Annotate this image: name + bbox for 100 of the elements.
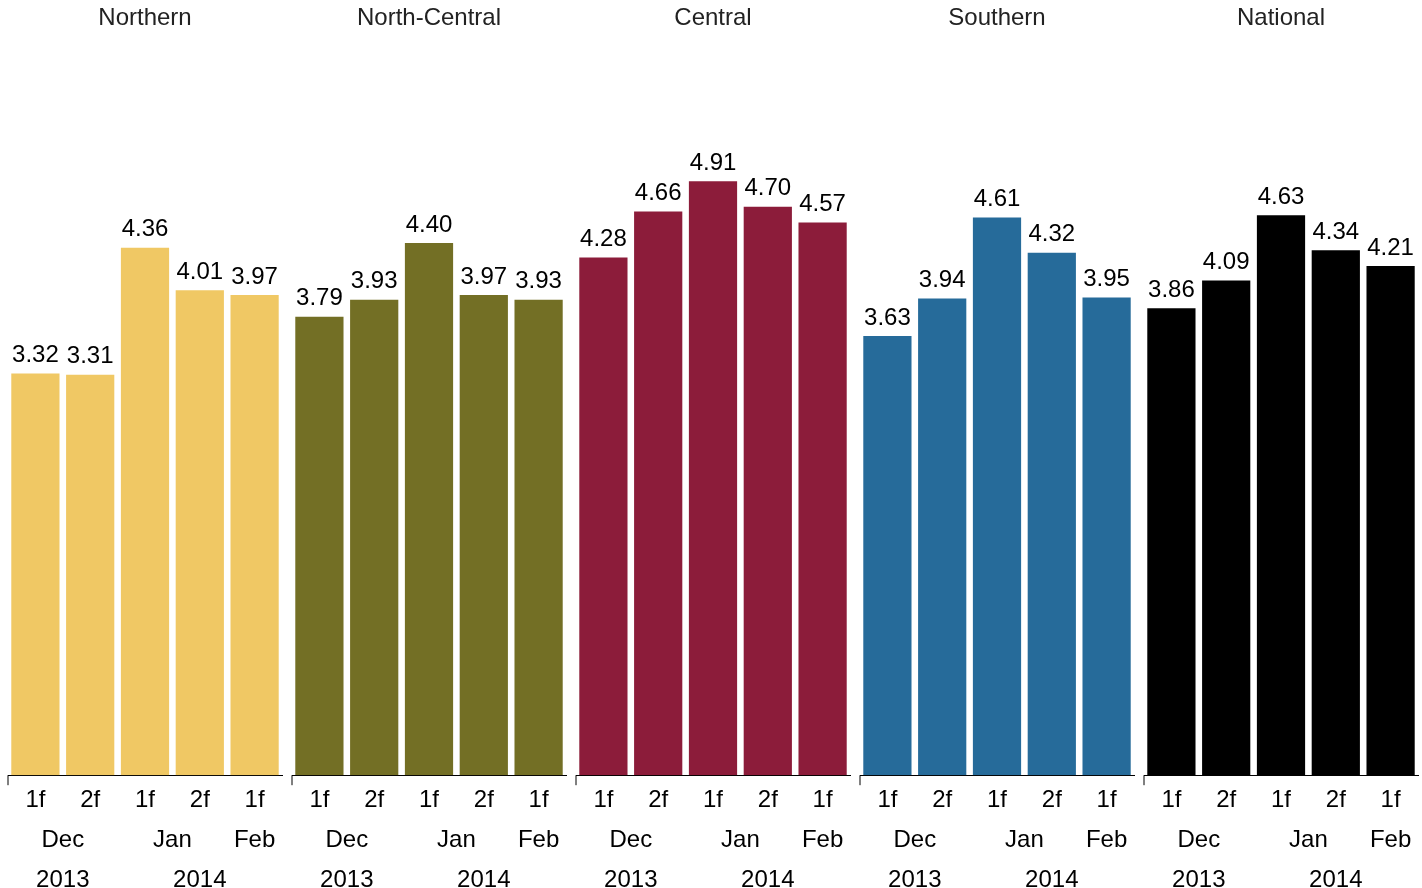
x-tick-label: 1f	[309, 785, 330, 813]
x-tick-label: 2f	[1216, 785, 1237, 813]
text: Feb	[1085, 824, 1128, 852]
text: Jan	[1289, 824, 1328, 852]
data-label: 4.09	[1202, 247, 1250, 275]
data-label: 3.95	[1083, 264, 1130, 292]
bar	[120, 247, 170, 776]
bar	[230, 294, 279, 776]
x-tick-label: 2f	[364, 785, 385, 813]
text: Feb	[801, 824, 844, 852]
data-label: 3.86	[1148, 274, 1195, 302]
text: 2014	[173, 864, 227, 888]
x-tick-label: 2f	[1325, 785, 1347, 813]
data-label: 4.32	[1028, 219, 1076, 247]
x-tick-label: 1f	[986, 785, 1008, 813]
x-tick-label: 1f	[244, 785, 265, 813]
text: Dec	[893, 824, 937, 852]
x-tick-label: 1f	[1161, 785, 1182, 813]
x-tick-label: 1f	[1270, 785, 1292, 813]
text: Dec	[41, 824, 85, 852]
text: 2014	[741, 864, 795, 888]
x-tick-label: 1f	[877, 785, 898, 813]
x-tick-label: 2f	[757, 785, 779, 813]
text: 2014	[457, 864, 511, 888]
data-label: 4.21	[1367, 232, 1414, 260]
x-tick-label: 2f	[932, 785, 953, 813]
bar	[634, 211, 683, 776]
bar	[66, 374, 115, 776]
bar	[1082, 297, 1131, 776]
chart-title: National	[1236, 3, 1326, 31]
bar	[1027, 252, 1076, 776]
bar	[863, 336, 912, 776]
bar	[404, 242, 454, 776]
x-tick-label: 1f	[25, 785, 46, 813]
data-label: 3.63	[864, 302, 911, 330]
data-label: 3.79	[296, 283, 343, 311]
bar	[918, 298, 967, 776]
x-tick-label: 1f	[418, 785, 440, 813]
x-tick-label: 1f	[702, 785, 724, 813]
chart-title: North-Central	[356, 3, 502, 31]
text: 2014	[1309, 864, 1363, 888]
data-label: 4.57	[799, 189, 846, 217]
data-label: 3.94	[918, 265, 966, 293]
data-label: 4.91	[689, 147, 737, 175]
bar	[350, 299, 399, 776]
bar	[514, 299, 563, 776]
x-tick-label: 2f	[189, 785, 211, 813]
data-label: 3.97	[231, 261, 278, 289]
bar	[798, 222, 847, 776]
text: 2013	[1172, 864, 1226, 888]
text: Dec	[1177, 824, 1221, 852]
x-tick-label: 1f	[134, 785, 156, 813]
x-tick-label: 2f	[80, 785, 101, 813]
x-tick-label: 1f	[593, 785, 614, 813]
bar	[11, 373, 60, 776]
data-label: 4.66	[634, 178, 682, 206]
data-label: 4.01	[176, 256, 224, 284]
text: Feb	[517, 824, 560, 852]
data-label: 3.93	[350, 266, 398, 294]
data-label: 3.93	[515, 266, 562, 294]
data-label: 3.31	[66, 341, 114, 369]
data-label: 4.61	[973, 184, 1021, 212]
data-label: 4.36	[121, 214, 169, 242]
x-tick-label: 2f	[648, 785, 669, 813]
x-tick-label: 1f	[1096, 785, 1117, 813]
data-label: 4.70	[744, 173, 792, 201]
text: Dec	[609, 824, 653, 852]
data-label: 4.63	[1257, 181, 1305, 209]
x-tick-label: 1f	[528, 785, 549, 813]
x-tick-label: 2f	[1041, 785, 1063, 813]
text: 2013	[604, 864, 658, 888]
x-tick-label: 1f	[812, 785, 833, 813]
x-tick-label: 2f	[473, 785, 495, 813]
data-label: 3.97	[460, 261, 508, 289]
text: Feb	[1369, 824, 1412, 852]
data-label: 4.28	[580, 224, 627, 252]
text: Feb	[233, 824, 276, 852]
data-label: 3.32	[12, 340, 59, 368]
x-tick-label: 1f	[1380, 785, 1401, 813]
bar	[579, 257, 628, 776]
text: Jan	[721, 824, 760, 852]
text: Jan	[1005, 824, 1044, 852]
chart-title: Northern	[98, 3, 192, 31]
text: Dec	[325, 824, 369, 852]
bar	[743, 206, 792, 776]
chart-title: Southern	[948, 3, 1046, 31]
bar	[295, 316, 344, 776]
text: 2013	[36, 864, 90, 888]
text: Jan	[437, 824, 476, 852]
text: 2013	[320, 864, 374, 888]
text: 2014	[1025, 864, 1079, 888]
text: 2013	[888, 864, 942, 888]
bar	[972, 217, 1022, 776]
data-label: 4.34	[1312, 216, 1360, 244]
bar	[175, 290, 224, 776]
data-label: 4.40	[405, 209, 453, 237]
bar	[459, 294, 508, 776]
chart-title: Central	[674, 3, 752, 31]
bar	[688, 181, 738, 776]
text: Jan	[153, 824, 192, 852]
